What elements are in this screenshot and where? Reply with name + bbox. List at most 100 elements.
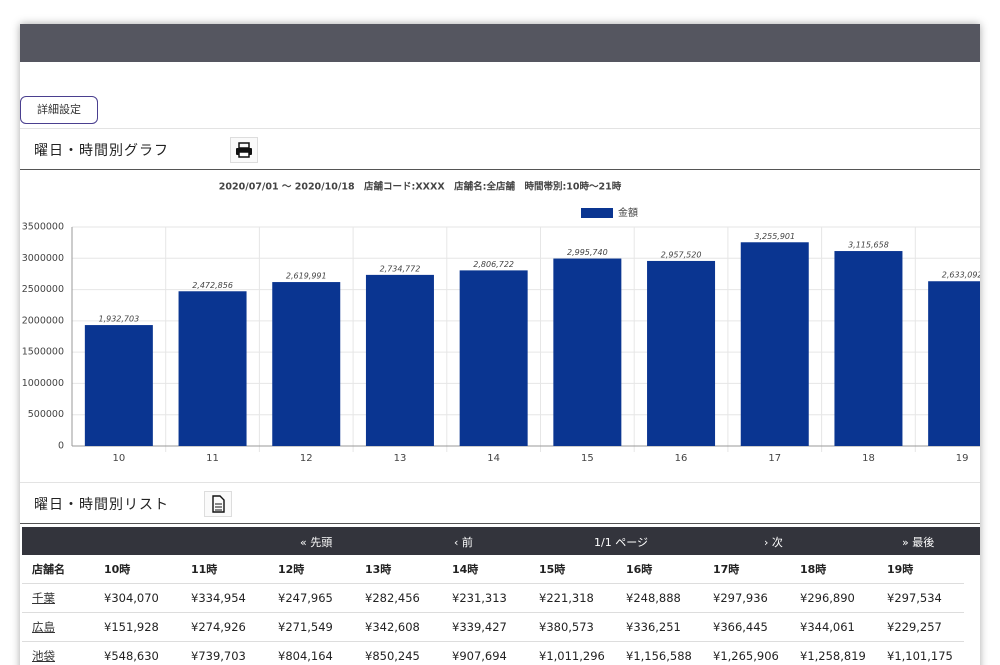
settings-button[interactable]: 詳細設定 — [20, 96, 98, 124]
panel: 詳細設定 曜日・時間別グラフ 2020/07/01 ～ 2020/10/18 店… — [20, 24, 980, 665]
legend-label: 金額 — [618, 206, 638, 219]
table-row: 池袋 ¥548,630 ¥739,703 ¥804,164 ¥850,245 ¥907,6… — [22, 641, 964, 665]
header-row: 店舗名 10時 11時 12時 13時 14時 15時 16時 17時 18時 19時 — [22, 555, 964, 584]
header-cell: 15時 — [529, 555, 616, 584]
bar — [272, 282, 341, 446]
y-tick-label: 2000000 — [22, 315, 64, 326]
value-label: 2,472,856 — [192, 281, 233, 290]
cell: ¥271,549 — [268, 612, 355, 642]
cell: ¥366,445 — [703, 612, 790, 642]
value-label: 2,633,092 — [942, 271, 980, 280]
bar — [928, 281, 980, 446]
value-label: 2,995,740 — [567, 248, 608, 257]
cell: ¥804,164 — [268, 641, 355, 665]
bar — [553, 258, 622, 446]
table-row: 千葉 ¥304,070 ¥334,954 ¥247,965 ¥282,456 ¥231,3… — [22, 583, 964, 613]
value-label: 3,115,658 — [848, 241, 889, 250]
y-tick-label: 1500000 — [22, 347, 64, 358]
header-cell: 16時 — [616, 555, 703, 584]
pagination-link[interactable]: › 次 — [764, 536, 783, 549]
chart-title: 2020/07/01 ～ 2020/10/18 店舗コード:XXXX 店舗名:全… — [219, 181, 622, 193]
cell: ¥339,427 — [442, 612, 529, 642]
header-cell: 店舗名 — [22, 555, 94, 584]
x-tick-label: 18 — [862, 453, 875, 464]
cell: ¥221,318 — [529, 583, 616, 613]
x-tick-label: 13 — [394, 453, 407, 464]
cell: ¥229,257 — [877, 612, 964, 642]
document-icon — [212, 495, 225, 513]
header-cell: 14時 — [442, 555, 529, 584]
value-label: 2,957,520 — [661, 250, 702, 259]
cell: ¥274,926 — [181, 612, 268, 642]
chart: 2020/07/01 ～ 2020/10/18 店舗コード:XXXX 店舗名:全… — [22, 181, 980, 464]
header-cell: 18時 — [790, 555, 877, 584]
value-label: 1,932,703 — [98, 315, 139, 324]
header-cell: 10時 — [94, 555, 181, 584]
cell: ¥1,265,906 — [703, 641, 790, 665]
store-link[interactable]: 千葉 — [32, 591, 55, 605]
graph-section-header: 曜日・時間別グラフ — [20, 128, 980, 170]
bar — [740, 242, 809, 446]
section-title: 曜日・時間別リスト — [34, 497, 169, 513]
header-cell: 19時 — [877, 555, 964, 584]
cell: ¥297,534 — [877, 583, 964, 613]
store-link[interactable]: 広島 — [32, 620, 55, 634]
y-tick-label: 3500000 — [22, 222, 64, 233]
store-link[interactable]: 池袋 — [32, 649, 55, 663]
cell: ¥231,313 — [442, 583, 529, 613]
y-tick-label: 0 — [58, 441, 64, 452]
pagination: « 先頭 ‹ 前 1/1 ページ › 次 » 最後 — [22, 527, 980, 555]
bar — [834, 251, 903, 446]
cell: ¥1,101,175 — [877, 641, 964, 665]
cell: ¥850,245 — [355, 641, 442, 665]
y-tick-label: 3000000 — [22, 253, 64, 264]
x-tick-label: 10 — [112, 453, 125, 464]
bar — [365, 274, 434, 446]
bar — [84, 325, 153, 446]
header-cell: 17時 — [703, 555, 790, 584]
pagination-link[interactable]: ‹ 前 — [454, 536, 473, 549]
x-tick-label: 11 — [206, 453, 219, 464]
cell: ¥151,928 — [94, 612, 181, 642]
pagination-link[interactable]: « 先頭 — [300, 536, 333, 549]
cell: ¥297,936 — [703, 583, 790, 613]
y-tick-label: 1000000 — [22, 378, 64, 389]
pagination-link[interactable]: » 最後 — [902, 536, 935, 549]
value-label: 2,734,772 — [380, 264, 421, 273]
cell: ¥248,888 — [616, 583, 703, 613]
x-tick-label: 17 — [768, 453, 781, 464]
cell: ¥907,694 — [442, 641, 529, 665]
cell: ¥548,630 — [94, 641, 181, 665]
table: 店舗名 10時 11時 12時 13時 14時 15時 16時 17時 18時 19時千葉 ¥304,… — [22, 555, 964, 665]
y-tick-label: 500000 — [28, 409, 64, 420]
print-icon — [236, 142, 252, 158]
cell: ¥334,954 — [181, 583, 268, 613]
cell: ¥247,965 — [268, 583, 355, 613]
x-tick-label: 15 — [581, 453, 594, 464]
bar — [459, 270, 528, 446]
print-button[interactable] — [230, 137, 258, 163]
bar — [178, 291, 247, 446]
x-tick-label: 16 — [675, 453, 688, 464]
cell: 池袋 — [22, 641, 94, 665]
cell: 千葉 — [22, 583, 94, 613]
pagination-link: 1/1 ページ — [594, 536, 648, 549]
list-section-header: 曜日・時間別リスト — [20, 482, 980, 524]
value-label: 3,255,901 — [754, 232, 795, 241]
export-button[interactable] — [204, 491, 232, 517]
cell: ¥1,156,588 — [616, 641, 703, 665]
cell: ¥304,070 — [94, 583, 181, 613]
table-row: 広島 ¥151,928 ¥274,926 ¥271,549 ¥342,608 ¥339,4… — [22, 612, 964, 642]
x-tick-label: 14 — [487, 453, 500, 464]
cell: ¥380,573 — [529, 612, 616, 642]
value-label: 2,806,722 — [473, 260, 514, 269]
header-cell: 12時 — [268, 555, 355, 584]
cell: ¥336,251 — [616, 612, 703, 642]
cell: 広島 — [22, 612, 94, 642]
y-tick-label: 2500000 — [22, 284, 64, 295]
section-title: 曜日・時間別グラフ — [34, 143, 169, 159]
cell: ¥282,456 — [355, 583, 442, 613]
cell: ¥1,258,819 — [790, 641, 877, 665]
top-bar — [20, 24, 980, 62]
cell: ¥342,608 — [355, 612, 442, 642]
